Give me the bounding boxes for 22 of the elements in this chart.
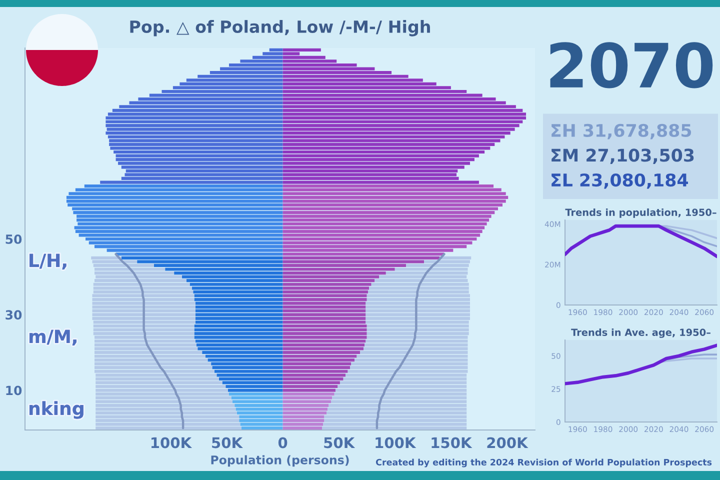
text: ΣM 27,103,503 [552,148,694,164]
text: Created by editing the 2024 Revision of World Population Prospects [376,458,712,468]
chart-title: Trends in population, 1950– [565,208,716,218]
x-tick-label: 200K [487,437,528,448]
x-tick-label: 100K [376,437,416,448]
annotation: m/M, [30,330,76,346]
annotation: L/H, [30,254,66,270]
y-tick-label: 30 [6,310,22,320]
y-tick-label: 10 [6,386,22,396]
text: ΣL 23,080,184 [552,173,688,189]
text: ΣH 31,678,885 [552,124,692,140]
text: 2070 [550,42,713,88]
chart-title: Trends in Ave. age, 1950– [571,328,710,338]
annotation: nking [30,401,84,419]
y-tick-label: 50 [6,234,22,244]
x-tick-label: 50K [212,437,243,448]
x-tick-label: 0 [278,437,288,448]
x-tick-label: 150K [432,437,472,448]
chart-title: Pop. △ of Poland, Low /-M-/ High [130,20,430,36]
x-tick-label: 100K [151,437,192,448]
x-tick-label: 50K [324,437,356,448]
x-axis-title: Population (persons) [211,455,349,467]
